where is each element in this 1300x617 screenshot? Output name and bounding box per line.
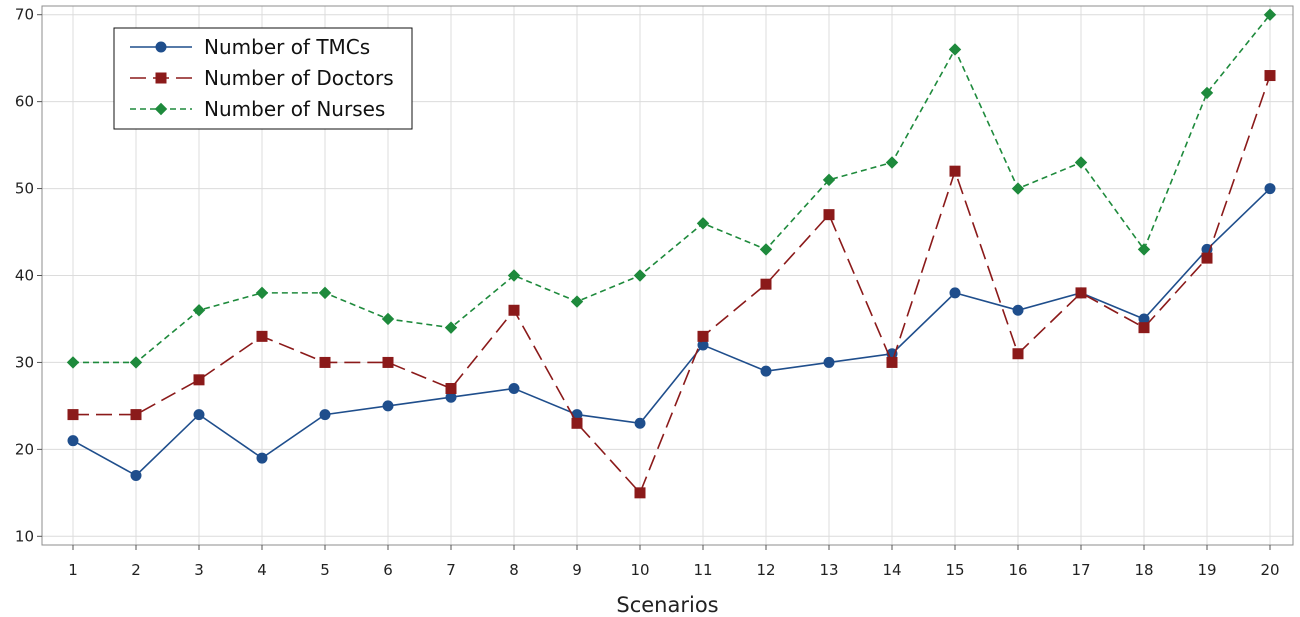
series-line bbox=[73, 14, 1271, 364]
y-tick-label: 10 bbox=[15, 527, 34, 545]
y-tick-label: 30 bbox=[15, 353, 34, 371]
series-line bbox=[72, 187, 1271, 477]
data-point bbox=[67, 409, 79, 421]
x-tick-label: 8 bbox=[509, 561, 519, 579]
data-point bbox=[507, 269, 521, 282]
data-point bbox=[129, 356, 143, 369]
data-point bbox=[1263, 8, 1277, 21]
legend-swatch-marker bbox=[155, 72, 167, 84]
data-point bbox=[886, 356, 898, 368]
data-point bbox=[130, 409, 142, 421]
data-point bbox=[382, 400, 394, 412]
data-point bbox=[381, 312, 395, 326]
y-tick-label: 70 bbox=[15, 6, 34, 24]
legend-label: Number of Nurses bbox=[204, 97, 385, 121]
y-tick-label: 50 bbox=[15, 180, 34, 198]
x-tick-label: 4 bbox=[257, 561, 267, 579]
data-point bbox=[67, 435, 79, 447]
series-line bbox=[73, 75, 1271, 495]
legend: Number of TMCs Number of Doctors Number of… bbox=[113, 27, 413, 130]
data-point bbox=[633, 269, 647, 282]
x-axis-title: Scenarios bbox=[616, 593, 718, 617]
data-point bbox=[318, 286, 332, 300]
x-tick-label: 12 bbox=[756, 561, 775, 579]
data-point bbox=[696, 217, 710, 230]
data-point bbox=[885, 156, 899, 169]
x-tick-label: 1 bbox=[68, 561, 78, 579]
data-point bbox=[634, 487, 646, 499]
y-tick-label: 40 bbox=[15, 267, 34, 285]
legend-label: Number of TMCs bbox=[204, 35, 370, 59]
data-point bbox=[444, 321, 458, 334]
series-1 bbox=[67, 183, 1276, 481]
data-point bbox=[1201, 252, 1213, 264]
data-point bbox=[823, 356, 835, 368]
series-2 bbox=[67, 70, 1276, 499]
x-tick-label: 9 bbox=[572, 561, 582, 579]
legend-swatch-marker bbox=[155, 41, 167, 53]
x-tick-label: 11 bbox=[693, 561, 712, 579]
data-point bbox=[759, 243, 773, 256]
data-point bbox=[571, 417, 583, 429]
data-point bbox=[1012, 304, 1024, 316]
data-point bbox=[66, 356, 80, 369]
data-point bbox=[130, 469, 142, 481]
data-point bbox=[193, 374, 205, 386]
data-point bbox=[192, 304, 206, 317]
x-tick-label: 19 bbox=[1197, 561, 1216, 579]
data-point bbox=[1075, 287, 1087, 299]
x-tick-label: 20 bbox=[1260, 561, 1279, 579]
data-point bbox=[319, 356, 331, 368]
data-point bbox=[823, 209, 835, 221]
data-point bbox=[570, 295, 584, 308]
data-point bbox=[256, 452, 268, 464]
data-point bbox=[1264, 70, 1276, 82]
data-point bbox=[1011, 182, 1025, 195]
x-tick-label: 3 bbox=[194, 561, 204, 579]
x-tick-label: 6 bbox=[383, 561, 393, 579]
data-point bbox=[760, 278, 772, 290]
data-point bbox=[193, 409, 205, 421]
legend-swatch-marker bbox=[154, 102, 168, 116]
x-tick-label: 18 bbox=[1134, 561, 1153, 579]
x-tick-label: 15 bbox=[945, 561, 964, 579]
x-tick-label: 17 bbox=[1071, 561, 1090, 579]
data-point bbox=[319, 409, 331, 421]
x-tick-label: 14 bbox=[882, 561, 901, 579]
data-point bbox=[256, 330, 268, 342]
data-point bbox=[445, 383, 457, 395]
data-point bbox=[255, 286, 269, 300]
data-point bbox=[508, 383, 520, 395]
series-layer bbox=[66, 8, 1277, 499]
x-tick-label: 16 bbox=[1008, 561, 1027, 579]
x-tick-label: 10 bbox=[630, 561, 649, 579]
data-point bbox=[949, 287, 961, 299]
data-point bbox=[822, 173, 836, 187]
x-tick-label: 2 bbox=[131, 561, 141, 579]
x-tick-label: 5 bbox=[320, 561, 330, 579]
series-3 bbox=[66, 8, 1277, 369]
data-point bbox=[948, 43, 962, 56]
data-point bbox=[508, 304, 520, 316]
data-point bbox=[1074, 156, 1088, 169]
y-tick-label: 60 bbox=[15, 93, 34, 111]
x-tick-label: 7 bbox=[446, 561, 456, 579]
data-point bbox=[697, 330, 709, 342]
data-point bbox=[1264, 183, 1276, 195]
data-point bbox=[760, 365, 772, 377]
data-point bbox=[949, 165, 961, 177]
data-point bbox=[634, 417, 646, 429]
data-point bbox=[382, 356, 394, 368]
y-tick-label: 20 bbox=[15, 440, 34, 458]
data-point bbox=[1200, 86, 1214, 100]
data-point bbox=[1012, 348, 1024, 360]
data-point bbox=[1137, 243, 1151, 256]
x-tick-label: 13 bbox=[819, 561, 838, 579]
data-point bbox=[1138, 322, 1150, 334]
legend-label: Number of Doctors bbox=[204, 66, 394, 90]
